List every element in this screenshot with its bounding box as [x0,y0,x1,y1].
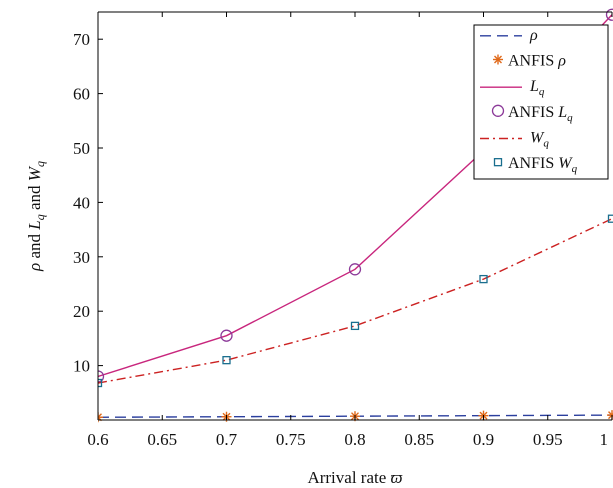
x-tick-label: 0.95 [533,430,563,449]
x-tick-label: 0.6 [87,430,108,449]
legend-entry-rho: ρ [480,27,538,44]
legend-label: Lq [529,78,545,98]
legend-label: ANFIS Lq [508,104,573,124]
point-anfis_wq-2 [350,321,360,331]
y-tick-label: 30 [73,248,90,267]
legend-label: ANFIS ρ [508,53,566,70]
x-tick-label: 0.8 [344,430,365,449]
x-tick-label: 0.75 [276,430,306,449]
y-tick-label: 40 [73,193,90,212]
legend-swatch-marker [493,54,503,65]
y-tick-label: 60 [73,85,90,104]
x-tick-label: 0.85 [404,430,434,449]
x-tick-label: 0.7 [216,430,238,449]
y-axis-label: ρ and Lq and Wq [25,161,47,272]
legend-entry-lq: Lq [480,78,545,98]
y-tick-label: 50 [73,139,90,158]
legend-label: Wq [530,130,549,150]
point-anfis_lq-2 [348,263,362,276]
axes-layer: 0.6 0.65 0.7 0.75 0.8 0.85 0.9 0.95 1 10 20 30 40 50 6… [73,11,613,449]
legend-entry-anfis_rho: ANFIS ρ [493,53,566,70]
point-anfis_wq-0 [98,378,103,388]
x-tick-label: 0.9 [473,430,494,449]
series-line-wq [98,218,613,384]
legend-label: ANFIS Wq [508,155,578,175]
point-anfis_wq-3 [479,274,488,284]
point-anfis_lq-1 [220,329,233,342]
point-anfis_lq-4 [605,8,613,21]
y-tick-label: 70 [73,30,90,49]
x-tick-label: 1 [600,430,609,449]
legend: ρ ANFIS ρ Lq ANFIS Lq Wq ANFIS Wq [473,24,609,180]
legend-entry-anfis_wq: ANFIS Wq [493,155,578,175]
legend-entry-wq: Wq [480,130,549,150]
point-anfis_lq-0 [98,370,105,383]
x-axis-label: Arrival rate ϖ [307,468,402,487]
x-tick-label: 0.65 [147,430,177,449]
legend-swatch-marker [493,158,503,167]
legend-box [473,24,609,180]
y-tick-label: 20 [73,302,90,321]
axis-labels: Arrival rate ϖ ρ and Lq and Wq [25,161,403,487]
legend-swatch-marker [491,104,505,117]
point-anfis_wq-1 [222,356,231,365]
legend-entry-anfis_lq: ANFIS Lq [491,104,573,124]
point-anfis_wq-4 [607,214,613,223]
y-tick-label: 10 [73,357,90,376]
legend-label: ρ [529,27,538,44]
